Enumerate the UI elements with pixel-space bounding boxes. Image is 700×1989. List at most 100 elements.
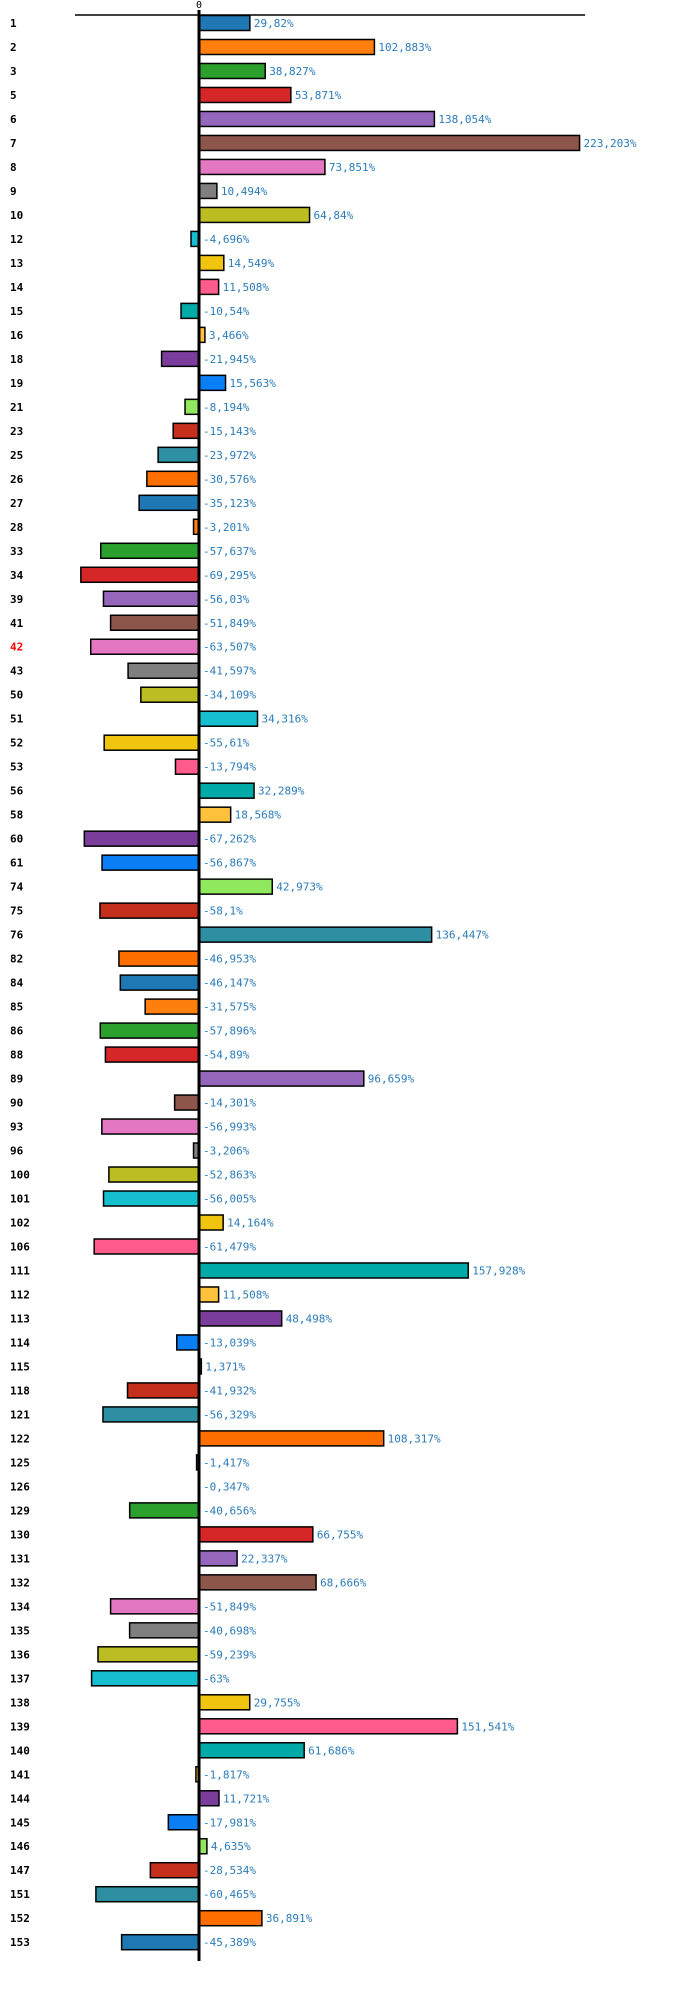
value-label: -14,301% [203, 1097, 256, 1110]
category-label: 53 [10, 761, 23, 774]
category-label: 122 [10, 1432, 30, 1445]
bar [198, 206, 311, 224]
category-label: 100 [10, 1169, 30, 1182]
bar [127, 662, 200, 679]
category-label: 61 [10, 857, 24, 870]
category-label: 140 [10, 1744, 30, 1757]
bar [198, 1742, 305, 1759]
category-label: 90 [10, 1097, 23, 1110]
bar [101, 854, 200, 871]
value-label: -0,347% [203, 1480, 250, 1493]
bar [146, 470, 200, 488]
category-label: 34 [10, 569, 24, 582]
value-label: -41,932% [203, 1384, 256, 1397]
value-label: -46,953% [203, 953, 256, 966]
value-label: -60,465% [203, 1888, 256, 1901]
bar [198, 278, 220, 296]
value-label: 14,549% [228, 257, 275, 270]
value-label: -55,61% [203, 737, 250, 750]
category-label: 134 [10, 1600, 30, 1613]
value-label: -51,849% [203, 1600, 256, 1613]
bar [198, 38, 376, 56]
value-label: 3,466% [209, 329, 249, 342]
value-label: -13,039% [203, 1336, 256, 1349]
value-label: -13,794% [203, 761, 256, 774]
value-label: -56,993% [203, 1121, 256, 1134]
value-label: 32,289% [258, 785, 305, 798]
category-label: 76 [10, 929, 24, 942]
category-label: 151 [10, 1888, 30, 1901]
category-label: 8 [10, 161, 17, 174]
value-label: -23,972% [203, 449, 256, 462]
value-label: -56,867% [203, 857, 256, 870]
value-label: 96,659% [368, 1073, 415, 1086]
bar [184, 398, 200, 416]
bar [157, 446, 200, 464]
bar [198, 1262, 470, 1279]
category-label: 121 [10, 1408, 30, 1421]
category-label: 131 [10, 1552, 30, 1565]
value-label: 61,686% [308, 1744, 355, 1757]
value-label: -69,295% [203, 569, 256, 582]
category-label: 23 [10, 425, 23, 438]
bar [198, 1909, 263, 1927]
value-label: -34,109% [203, 689, 256, 702]
category-label: 75 [10, 905, 23, 918]
category-label: 43 [10, 665, 23, 678]
bar [198, 1310, 283, 1327]
value-label: -63% [203, 1672, 230, 1685]
bar [198, 1430, 385, 1447]
value-label: 18,568% [235, 809, 282, 822]
value-label: -46,147% [203, 977, 256, 990]
bar [99, 542, 200, 560]
category-label: 153 [10, 1936, 30, 1949]
category-label: 93 [10, 1121, 23, 1134]
bar [198, 1550, 238, 1567]
value-label: -21,945% [203, 353, 256, 366]
category-label: 18 [10, 353, 23, 366]
bar [102, 1406, 200, 1423]
value-label: 10,494% [221, 185, 268, 198]
category-label: 25 [10, 449, 23, 462]
value-label: -1,817% [203, 1768, 250, 1781]
value-label: -54,89% [203, 1049, 250, 1062]
value-label: -3,206% [203, 1145, 250, 1158]
value-label: 29,755% [254, 1696, 301, 1709]
value-label: 48,498% [286, 1312, 333, 1325]
value-label: -56,005% [203, 1193, 256, 1206]
bar [126, 1382, 200, 1399]
bar [167, 1814, 200, 1831]
labels-layer: 1 29,82% 2 102,883% 3 38,827% 5 53,871% 6 138,054… [10, 17, 637, 1949]
bar [102, 590, 200, 608]
value-label: -52,863% [203, 1169, 256, 1182]
value-label: -59,239% [203, 1648, 256, 1661]
value-label: 223,203% [584, 137, 637, 150]
category-label: 137 [10, 1672, 30, 1685]
category-label: 52 [10, 737, 23, 750]
value-label: 34,316% [262, 713, 309, 726]
value-label: -51,849% [203, 617, 256, 630]
bar [99, 1022, 200, 1039]
bar [198, 926, 433, 943]
value-label: -58,1% [203, 905, 243, 918]
value-label: 102,883% [378, 41, 431, 54]
category-label: 86 [10, 1025, 24, 1038]
category-label: 9 [10, 185, 17, 198]
category-label: 13 [10, 257, 23, 270]
value-label: 22,337% [241, 1552, 288, 1565]
bars-layer [80, 14, 581, 1951]
bar [198, 782, 255, 799]
category-label: 15 [10, 305, 23, 318]
category-label: 16 [10, 329, 24, 342]
bar [83, 830, 200, 847]
value-label: 11,508% [223, 1288, 270, 1301]
value-label: -56,03% [203, 593, 250, 606]
category-label: 135 [10, 1624, 30, 1637]
category-label: 144 [10, 1792, 30, 1805]
value-label: -35,123% [203, 497, 256, 510]
category-label: 10 [10, 209, 23, 222]
bar [95, 1885, 200, 1903]
bar [198, 254, 225, 272]
category-label: 141 [10, 1768, 30, 1781]
